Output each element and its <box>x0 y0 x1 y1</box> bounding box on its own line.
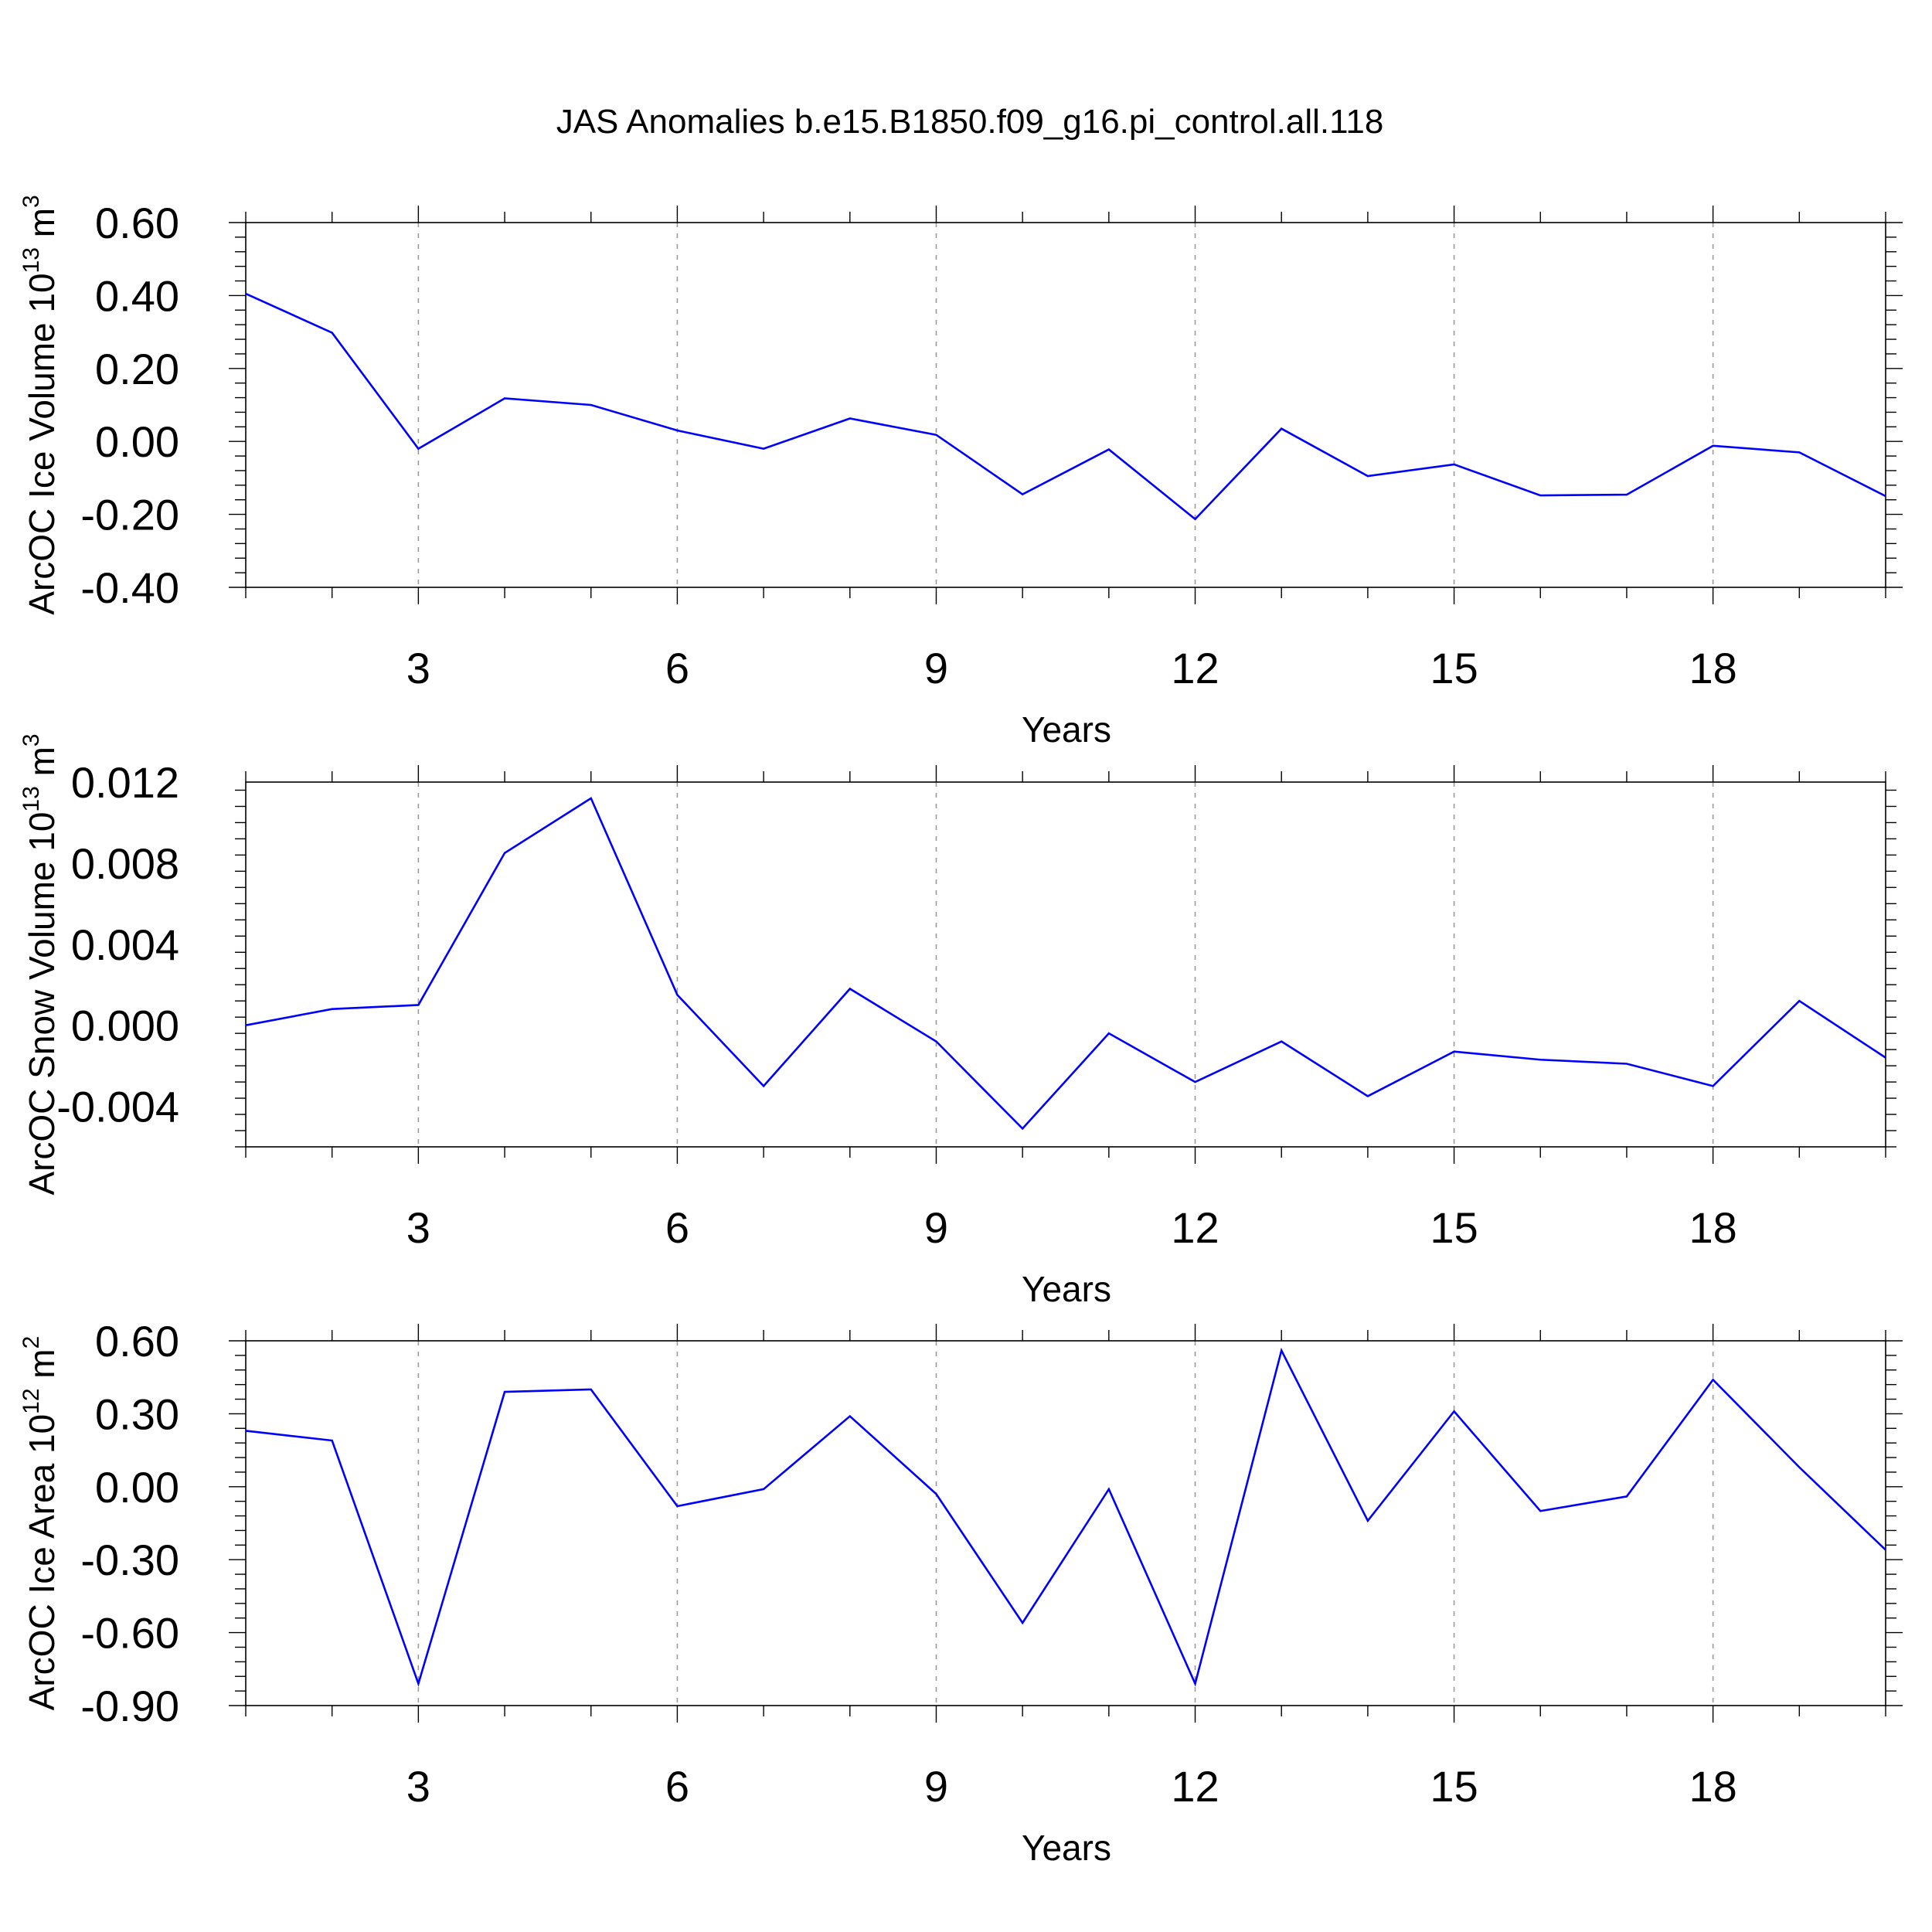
y-axis-label: ArcOC Ice Area 1012 m2 <box>19 1336 62 1711</box>
x-tick-label: 15 <box>1430 1762 1478 1811</box>
panel-2: 0.012 0.008 0.004 0.000 -0.004 3 6 9 12 15 18 Years… <box>19 733 1896 1309</box>
y-axis-label-superscript: 12 <box>19 1388 44 1413</box>
y-tick-label: -0.30 <box>80 1536 179 1584</box>
x-tick-label: 3 <box>406 1203 430 1252</box>
y-tick-label: 0.30 <box>95 1389 179 1438</box>
y-axis-label-text: ArcOC Ice Volume 10 <box>22 273 62 614</box>
y-axis-label-superscript: 2 <box>19 1336 44 1349</box>
y-axis-label-superscript: 3 <box>19 733 44 747</box>
x-axis-label: Years <box>1022 1269 1111 1309</box>
panels: 0.60 0.40 0.20 0.00 -0.20 -0.40 3 6 9 12 15 18 Years… <box>19 195 1903 1868</box>
plot-frame <box>245 1340 1886 1706</box>
series-line <box>245 292 1886 521</box>
y-axis-label-text: m <box>22 1349 62 1388</box>
y-axis-label-text: m <box>22 747 62 786</box>
x-tick-label: 18 <box>1689 644 1736 692</box>
y-tick-label: -0.90 <box>80 1682 179 1730</box>
x-tick-label: 18 <box>1689 1762 1736 1811</box>
y-tick-label: 0.60 <box>95 199 179 247</box>
x-tick-label: 6 <box>665 1762 689 1811</box>
y-tick-label: -0.60 <box>80 1609 179 1658</box>
x-axis-label: Years <box>1022 1828 1111 1868</box>
y-axis-label-superscript: 13 <box>19 786 44 811</box>
x-tick-label: 3 <box>406 1762 430 1811</box>
chart-title: JAS Anomalies b.e15.B1850.f09_g16.pi_con… <box>556 103 1384 141</box>
y-tick-label: -0.20 <box>80 491 179 539</box>
y-tick-label: 0.40 <box>95 271 179 320</box>
x-tick-label: 12 <box>1171 1762 1219 1811</box>
x-tick-label: 12 <box>1171 644 1219 692</box>
x-tick-label: 15 <box>1430 1203 1478 1252</box>
x-tick-label: 6 <box>665 644 689 692</box>
x-tick-label: 12 <box>1171 1203 1219 1252</box>
y-axis-label: ArcOC Snow Volume 1013 m3 <box>19 733 62 1195</box>
y-tick-label: 0.004 <box>71 920 179 969</box>
x-tick-label: 9 <box>924 1203 948 1252</box>
x-tick-label: 15 <box>1430 644 1478 692</box>
y-axis-label-text: m <box>22 208 62 247</box>
y-axis-label-text: ArcOC Snow Volume 10 <box>22 812 62 1196</box>
plot-frame <box>245 222 1886 588</box>
y-tick-label: 0.00 <box>95 1463 179 1512</box>
x-tick-label: 9 <box>924 1762 948 1811</box>
series-line <box>245 1347 1886 1687</box>
panel-3: 0.60 0.30 0.00 -0.30 -0.60 -0.90 3 6 9 12 15 18 Year… <box>19 1317 1903 1868</box>
y-axis-label-superscript: 3 <box>19 195 44 208</box>
y-axis-label-text: ArcOC Ice Area 10 <box>22 1414 62 1711</box>
y-tick-label: 0.000 <box>71 1002 179 1050</box>
y-axis-label-superscript: 13 <box>19 247 44 273</box>
y-tick-label: 0.008 <box>71 839 179 888</box>
x-tick-label: 6 <box>665 1203 689 1252</box>
plot-frame <box>245 781 1886 1148</box>
panel-1: 0.60 0.40 0.20 0.00 -0.20 -0.40 3 6 9 12 15 18 Years… <box>19 195 1903 750</box>
x-tick-label: 3 <box>406 644 430 692</box>
x-axis-label: Years <box>1022 709 1111 750</box>
y-tick-label: 0.60 <box>95 1317 179 1366</box>
y-axis-label: ArcOC Ice Volume 1013 m3 <box>19 195 62 614</box>
y-tick-label: -0.004 <box>56 1083 179 1131</box>
y-tick-label: 0.012 <box>71 758 179 807</box>
y-tick-label: 0.20 <box>95 345 179 393</box>
x-tick-label: 9 <box>924 644 948 692</box>
y-tick-label: 0.00 <box>95 417 179 466</box>
x-tick-label: 18 <box>1689 1203 1736 1252</box>
series-line <box>245 797 1886 1131</box>
y-tick-label: -0.40 <box>80 563 179 612</box>
